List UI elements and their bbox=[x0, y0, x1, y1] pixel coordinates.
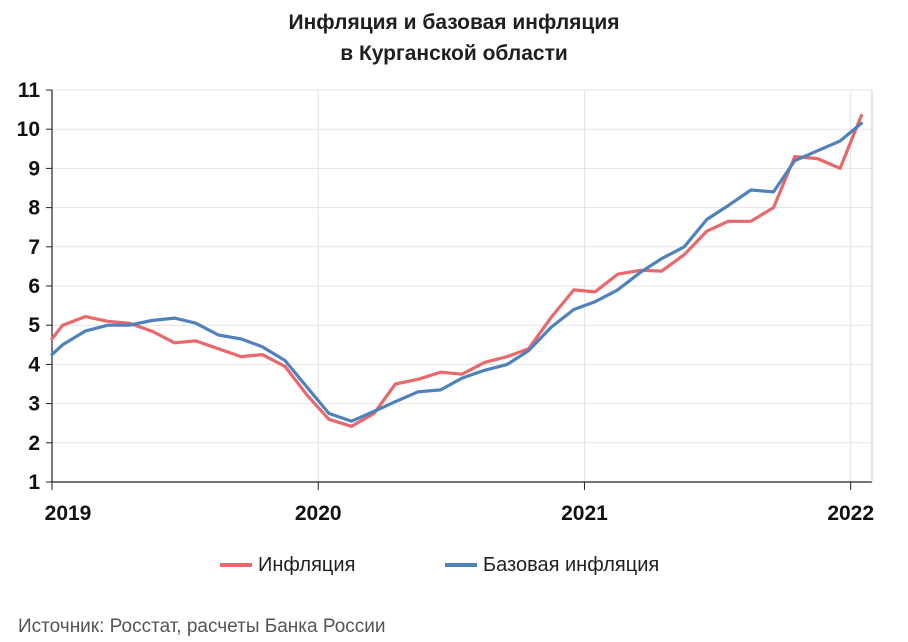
y-tick-label: 2 bbox=[28, 432, 40, 455]
series-line-inflation bbox=[50, 113, 864, 428]
chart-subtitle: в Курганской области bbox=[340, 42, 568, 65]
x-tick-label: 2022 bbox=[827, 502, 874, 525]
y-tick-label: 8 bbox=[28, 197, 40, 220]
legend-item-core-inflation: Базовая инфляция bbox=[445, 552, 659, 578]
y-tick-label: 7 bbox=[28, 236, 40, 259]
y-tick-label: 1 bbox=[28, 471, 40, 494]
legend-item-inflation: Инфляция bbox=[220, 552, 355, 578]
legend-label-inflation: Инфляция bbox=[258, 553, 356, 576]
series-lines bbox=[50, 113, 864, 428]
x-tick-label: 2020 bbox=[295, 502, 342, 525]
y-tick-label: 6 bbox=[28, 275, 40, 298]
x-tick-label: 2019 bbox=[45, 502, 92, 525]
source-note: Источник: Росстат, расчеты Банка России bbox=[18, 616, 386, 637]
y-tick-label: 5 bbox=[28, 314, 40, 337]
x-tick-label: 2021 bbox=[561, 502, 608, 525]
y-tick-label: 9 bbox=[28, 157, 40, 180]
grid bbox=[52, 89, 872, 482]
y-tick-label: 3 bbox=[28, 393, 40, 416]
y-tick-label: 11 bbox=[18, 79, 41, 102]
series-line-core-inflation bbox=[50, 121, 864, 423]
axes bbox=[46, 89, 873, 490]
legend-swatch-core-inflation bbox=[445, 563, 477, 567]
chart-title: Инфляция и базовая инфляция bbox=[288, 11, 620, 34]
tick-labels: 1 2 3 4 5 6 7 8 9 10 11 2019 2020 2021 2022 bbox=[17, 79, 874, 525]
y-tick-label: 10 bbox=[17, 118, 40, 141]
y-tick-label: 4 bbox=[28, 353, 40, 376]
legend-swatch-inflation bbox=[220, 563, 252, 567]
legend-label-core-inflation: Базовая инфляция bbox=[483, 553, 660, 576]
